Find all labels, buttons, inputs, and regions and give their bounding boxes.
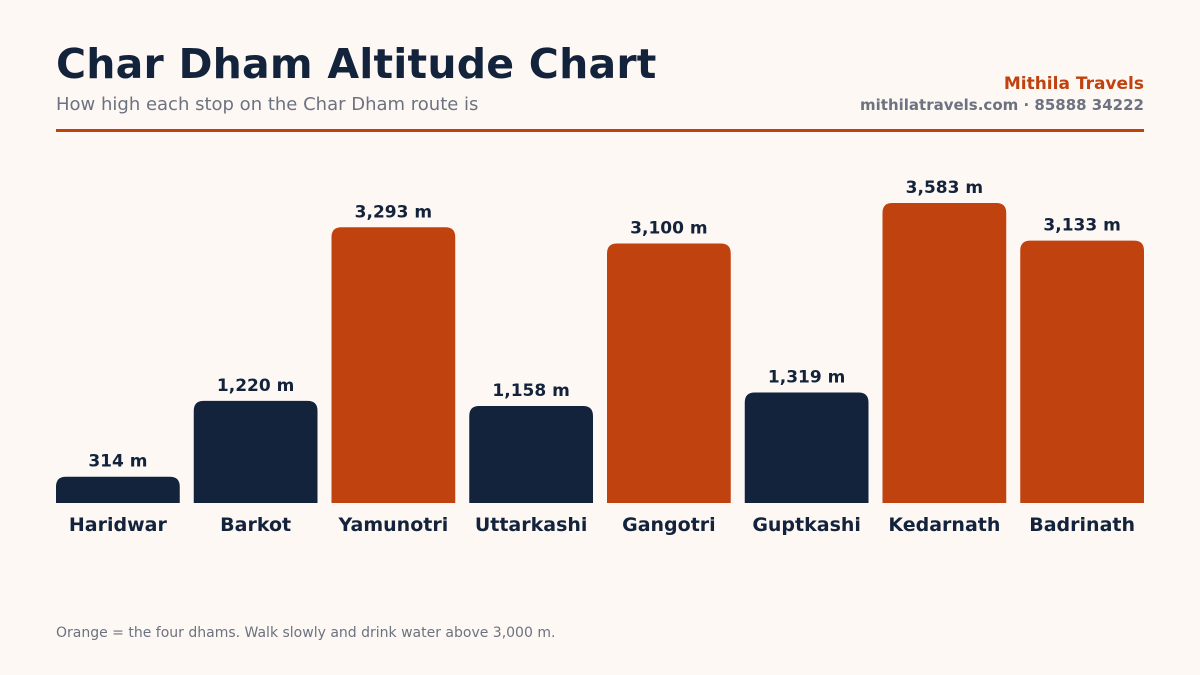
chart-subtitle: How high each stop on the Char Dham rout… xyxy=(56,94,479,115)
bar-gangotri xyxy=(607,243,731,503)
brand-name: Mithila Travels xyxy=(1003,74,1144,94)
brand-contact: mithilatravels.com · 85888 34222 xyxy=(860,96,1144,114)
bar-guptkashi xyxy=(744,392,869,503)
category-label-badrinath: Badrinath xyxy=(1029,514,1135,536)
bar-haridwar xyxy=(56,476,180,503)
header-divider xyxy=(56,129,1144,132)
value-label-kedarnath: 3,583 m xyxy=(906,178,983,198)
bar-badrinath xyxy=(1020,240,1144,503)
value-label-guptkashi: 1,319 m xyxy=(768,368,845,388)
value-label-yamunotri: 3,293 m xyxy=(355,202,432,222)
bar-kedarnath xyxy=(882,203,1007,503)
bar-barkot xyxy=(193,400,318,503)
category-label-barkot: Barkot xyxy=(220,514,291,536)
value-label-haridwar: 314 m xyxy=(88,452,147,472)
chart-title: Char Dham Altitude Chart xyxy=(56,40,657,88)
chart-footnote: Orange = the four dhams. Walk slowly and… xyxy=(56,625,556,641)
value-label-uttarkashi: 1,158 m xyxy=(492,381,569,401)
bar-uttarkashi xyxy=(469,406,593,503)
bar-yamunotri xyxy=(331,227,456,504)
category-label-uttarkashi: Uttarkashi xyxy=(475,514,588,536)
category-label-kedarnath: Kedarnath xyxy=(888,514,1000,536)
category-label-gangotri: Gangotri xyxy=(622,514,716,536)
category-label-yamunotri: Yamunotri xyxy=(338,514,449,536)
category-label-haridwar: Haridwar xyxy=(69,514,168,536)
value-label-barkot: 1,220 m xyxy=(217,376,294,396)
value-label-badrinath: 3,133 m xyxy=(1043,216,1120,236)
value-label-gangotri: 3,100 m xyxy=(630,218,707,238)
category-label-guptkashi: Guptkashi xyxy=(752,514,861,536)
